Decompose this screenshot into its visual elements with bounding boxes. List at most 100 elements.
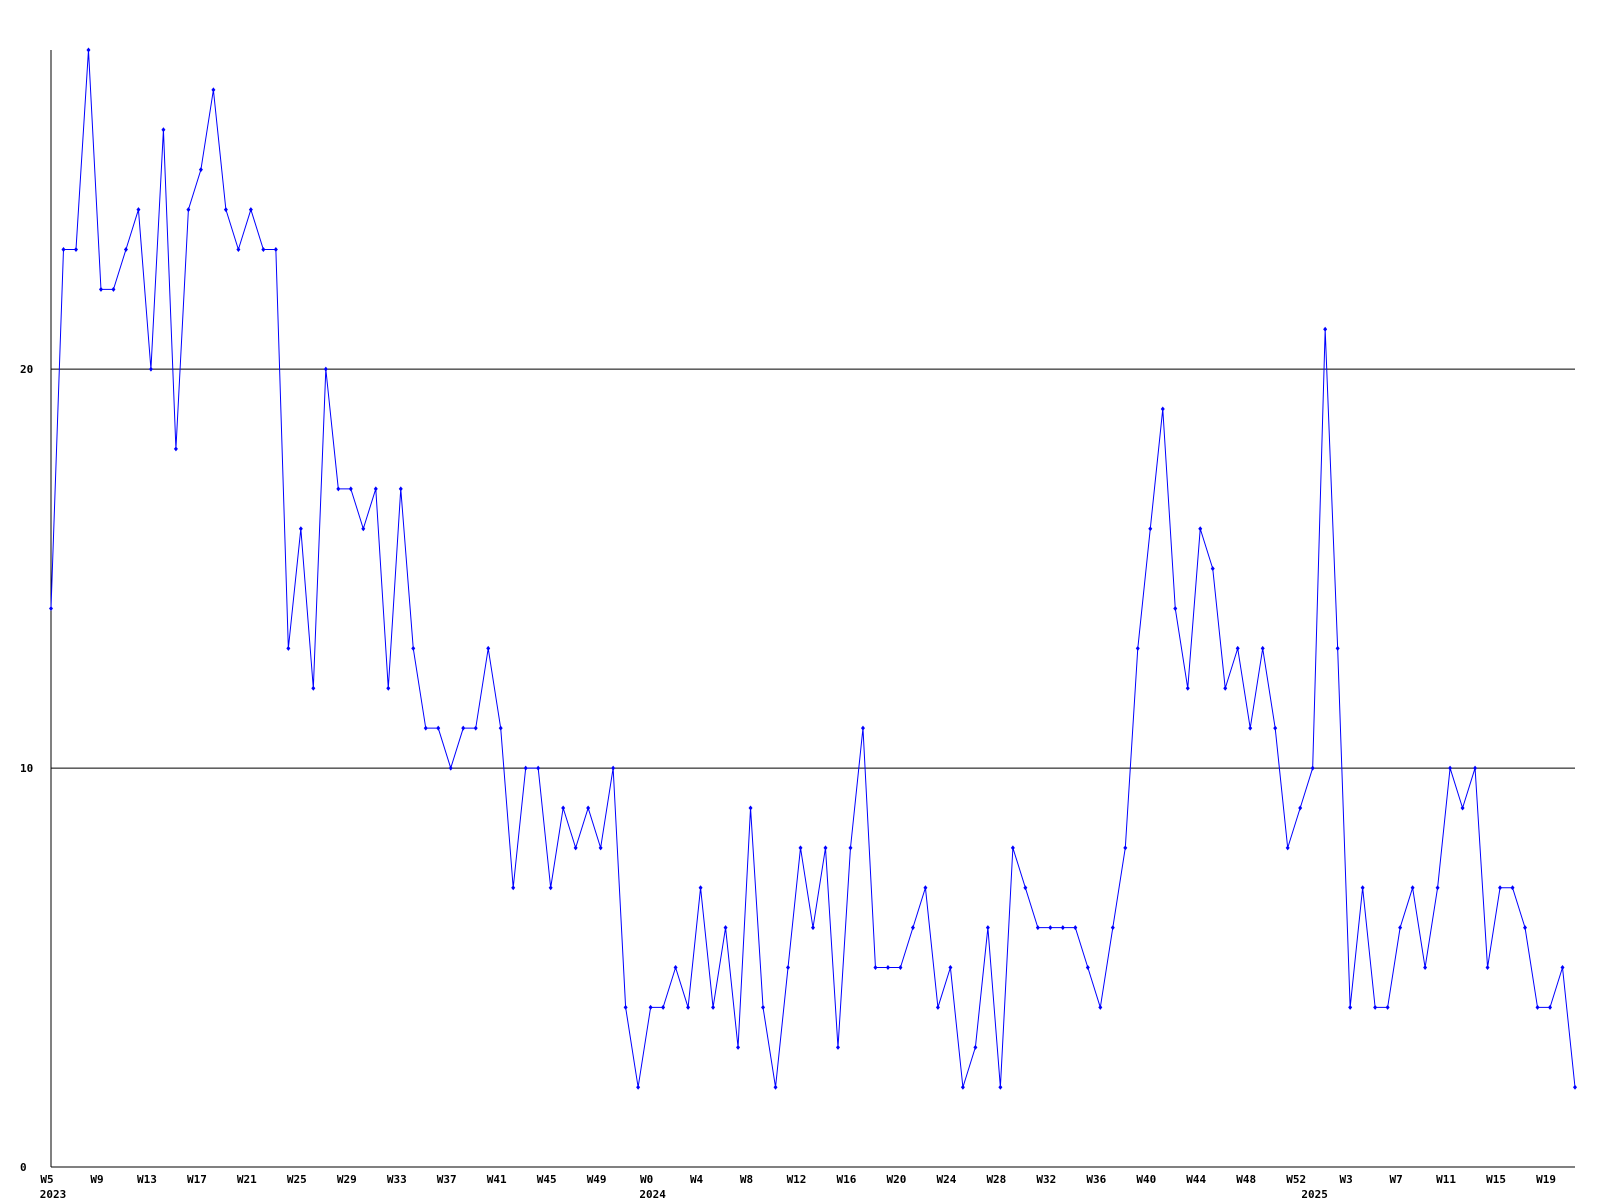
data-point (1173, 606, 1178, 611)
data-point (761, 1004, 766, 1010)
data-point (973, 1044, 978, 1050)
data-point (1348, 1004, 1353, 1010)
data-point (661, 1004, 666, 1010)
data-point (211, 87, 216, 93)
data-point (511, 885, 516, 891)
data-point (711, 1004, 716, 1010)
data-point (236, 246, 241, 252)
data-point (461, 725, 466, 731)
data-point (848, 845, 853, 851)
data-point (161, 127, 166, 133)
x-tick-label: W11 (1436, 1173, 1456, 1186)
data-point (248, 207, 253, 213)
x-tick-label: W9 (90, 1173, 103, 1186)
data-point (386, 685, 391, 691)
data-point (1360, 885, 1365, 891)
data-point (1148, 526, 1153, 532)
x-tick-label: W24 (936, 1173, 956, 1186)
data-point (123, 246, 128, 252)
data-point (1560, 965, 1565, 971)
x-tick-label: W49 (587, 1173, 607, 1186)
x-tick-label: W0 (640, 1173, 653, 1186)
data-point (636, 1084, 641, 1090)
data-point (486, 645, 491, 651)
data-point (648, 1004, 653, 1010)
data-point (498, 725, 503, 731)
x-tick-label: W32 (1036, 1173, 1056, 1186)
x-tick-label: W37 (437, 1173, 457, 1186)
data-point (1548, 1004, 1553, 1010)
data-point (561, 805, 566, 811)
data-point (548, 885, 553, 891)
x-tick-label: W3 (1340, 1173, 1353, 1186)
data-point (960, 1084, 965, 1090)
data-point (1223, 685, 1228, 691)
x-tick-label: W7 (1389, 1173, 1402, 1186)
data-point (1060, 925, 1065, 931)
data-point (1110, 925, 1115, 931)
y-tick-label: 10 (20, 762, 33, 775)
data-point (1248, 725, 1253, 731)
data-point (786, 965, 791, 971)
data-point (1198, 526, 1203, 532)
data-point (261, 246, 266, 252)
x-tick-label: W28 (986, 1173, 1006, 1186)
data-point (398, 486, 403, 492)
data-point (411, 645, 416, 651)
data-point (948, 965, 953, 971)
data-point (611, 765, 616, 771)
x-tick-label: W52 (1286, 1173, 1306, 1186)
data-point (748, 805, 753, 811)
x-tick-label: W17 (187, 1173, 207, 1186)
data-point (1123, 845, 1128, 851)
data-point (86, 47, 91, 53)
data-point (1460, 805, 1465, 811)
data-point (1098, 1004, 1103, 1010)
x-tick-label: W16 (837, 1173, 857, 1186)
data-point (1410, 885, 1415, 891)
data-point (1035, 925, 1040, 931)
data-point (73, 246, 78, 252)
x-tick-label: W45 (537, 1173, 557, 1186)
x-tick-label: W20 (887, 1173, 907, 1186)
data-point (273, 246, 278, 252)
year-label: 2023 (40, 1188, 67, 1200)
data-point (1023, 885, 1028, 891)
data-point (49, 606, 53, 611)
x-tick-label: W19 (1536, 1173, 1556, 1186)
data-point (1160, 406, 1165, 412)
data-point (1335, 645, 1340, 651)
data-point (423, 725, 428, 731)
data-point (898, 965, 903, 971)
data-point (1435, 885, 1440, 891)
data-point (148, 366, 153, 372)
data-point (336, 486, 341, 492)
x-tick-label: W36 (1086, 1173, 1106, 1186)
data-point (1010, 845, 1015, 851)
data-point (811, 925, 815, 931)
data-point (1298, 805, 1303, 811)
data-point (1185, 685, 1190, 691)
data-point (798, 845, 803, 851)
data-point (1423, 965, 1428, 971)
data-point (723, 925, 728, 931)
data-point (586, 805, 591, 811)
data-point (223, 207, 228, 213)
x-tick-label: W33 (387, 1173, 407, 1186)
year-label: 2024 (639, 1188, 666, 1200)
data-point (1135, 645, 1140, 651)
data-point (198, 167, 203, 173)
data-point (1510, 885, 1515, 891)
x-tick-label: W13 (137, 1173, 157, 1186)
year-label: 2025 (1301, 1188, 1328, 1200)
data-point (985, 925, 990, 931)
data-point (573, 845, 578, 851)
data-point (773, 1084, 778, 1090)
data-point (448, 765, 453, 771)
data-point (923, 885, 928, 891)
data-point (173, 446, 178, 452)
data-point (348, 486, 353, 492)
data-point (136, 207, 141, 213)
data-point (1260, 645, 1265, 651)
